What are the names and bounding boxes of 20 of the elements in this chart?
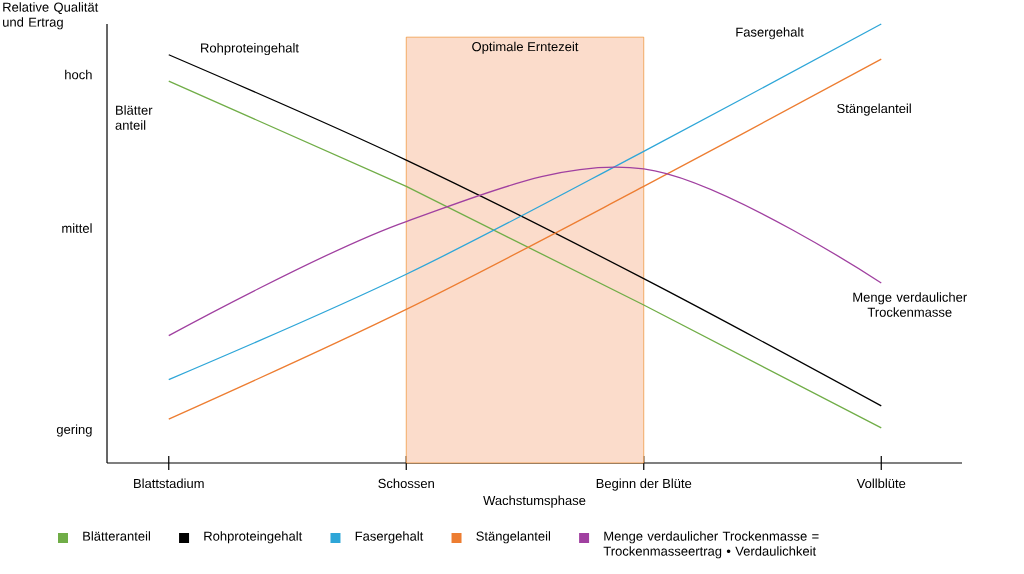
- text: gering: [56, 424, 92, 437]
- text: hoch: [65, 69, 92, 80]
- band-label: Optimale Erntezeit: [472, 41, 579, 54]
- legend-label: Fasergehalt: [355, 531, 424, 544]
- legend-label: Rohproteingehalt: [204, 531, 303, 544]
- text: mittel: [62, 223, 92, 233]
- y-axis-title: Relative Qualität und Ertrag: [3, 2, 99, 30]
- annotation: Blätter anteil: [115, 105, 153, 130]
- x-tick-label: Beginn der Blüte: [596, 478, 692, 491]
- annotation: Stängelanteil: [837, 103, 911, 116]
- legend-label: Menge verdaulicher Trockenmasse = Trockenmasseertrag • Verdaulichkeit: [603, 531, 819, 559]
- legend-label: Blätteranteil: [83, 531, 150, 541]
- legend-label: Stängelanteil: [476, 531, 551, 544]
- annotation: Fasergehalt: [736, 27, 804, 40]
- annotation: Menge verdaulicher Trockenmasse: [853, 292, 967, 317]
- x-axis-title: Wachstumsphase: [483, 495, 586, 508]
- annotation: Rohproteingehalt: [201, 42, 299, 56]
- x-tick-label: Schossen: [378, 478, 434, 489]
- x-tick-label: Blattstadium: [134, 478, 204, 489]
- x-tick-label: Vollblüte: [856, 478, 906, 489]
